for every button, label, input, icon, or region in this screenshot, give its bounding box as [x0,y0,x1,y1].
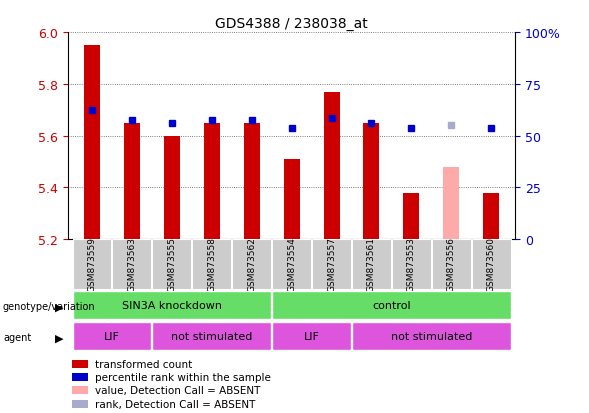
Bar [352,323,511,351]
Bar [283,159,300,240]
Bar [193,240,231,289]
Text: transformed count: transformed count [95,359,192,369]
Text: GSM873563: GSM873563 [127,237,136,292]
Text: GSM873560: GSM873560 [487,237,496,292]
Bar [472,240,511,289]
Bar [204,123,220,240]
Bar [403,193,419,240]
Bar [153,240,191,289]
Bar [72,400,88,408]
Title: GDS4388 / 238038_at: GDS4388 / 238038_at [215,17,368,31]
Bar [72,360,88,368]
Text: control: control [372,301,411,311]
Text: ▶: ▶ [55,332,64,342]
Text: GSM873556: GSM873556 [447,237,456,292]
Bar [72,240,111,289]
Bar [272,323,350,351]
Bar [392,240,431,289]
Bar [312,240,350,289]
Text: LIF: LIF [104,332,120,342]
Bar [244,123,260,240]
Bar [164,136,180,240]
Text: GSM873554: GSM873554 [287,237,296,292]
Bar [484,193,499,240]
Text: genotype/variation: genotype/variation [3,301,95,311]
Bar [153,323,271,351]
Text: GSM873553: GSM873553 [407,237,416,292]
Bar [323,93,339,240]
Text: GSM873557: GSM873557 [327,237,336,292]
Bar [272,292,511,320]
Text: ▶: ▶ [55,301,64,311]
Bar [352,240,391,289]
Text: GSM873562: GSM873562 [247,237,256,292]
Text: LIF: LIF [303,332,319,342]
Bar [72,373,88,381]
Text: value, Detection Call = ABSENT: value, Detection Call = ABSENT [95,385,260,395]
Bar [84,46,100,240]
Bar [72,292,271,320]
Bar [363,123,379,240]
Bar [233,240,271,289]
Text: GSM873561: GSM873561 [367,237,376,292]
Bar [432,240,471,289]
Text: agent: agent [3,332,31,342]
Text: rank, Detection Call = ABSENT: rank, Detection Call = ABSENT [95,399,255,409]
Text: GSM873555: GSM873555 [167,237,176,292]
Bar [272,240,311,289]
Text: GSM873559: GSM873559 [87,237,96,292]
Text: GSM873558: GSM873558 [207,237,216,292]
Bar [112,240,151,289]
Bar [72,387,88,394]
Bar [444,167,459,240]
Bar [124,123,140,240]
Bar [72,323,151,351]
Text: percentile rank within the sample: percentile rank within the sample [95,372,270,382]
Text: not stimulated: not stimulated [171,332,252,342]
Text: SIN3A knockdown: SIN3A knockdown [122,301,221,311]
Text: not stimulated: not stimulated [391,332,472,342]
